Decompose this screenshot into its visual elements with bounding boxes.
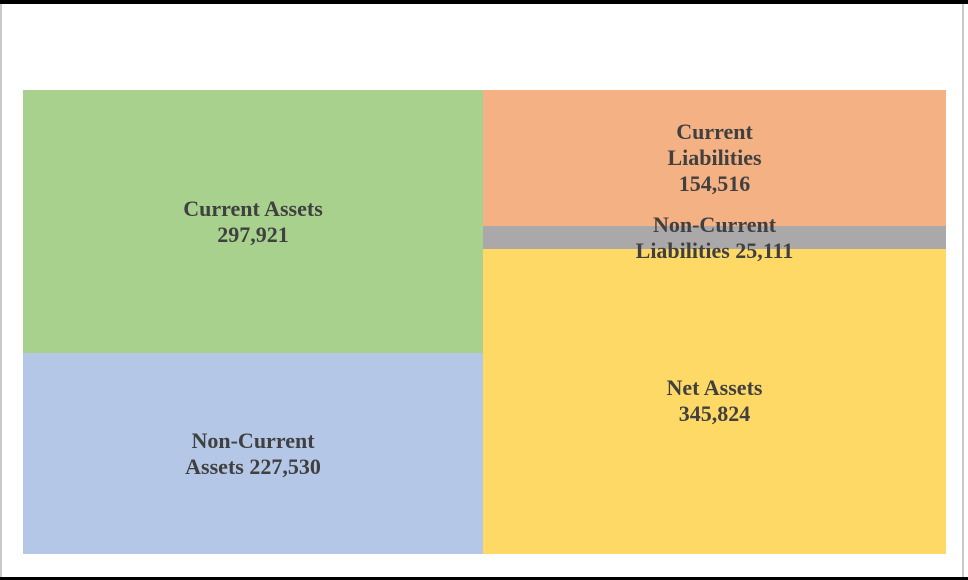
- non-current-liabilities-block: Non-Current Liabilities 25,111: [483, 212, 946, 263]
- net-assets-value: 345,824: [678, 401, 751, 427]
- non-current-liabilities-label-line1: Non-Current: [652, 211, 777, 237]
- net-assets-label-line1: Net Assets: [666, 375, 763, 401]
- non-current-liabilities-label: Non-Current Liabilities 25,111: [483, 212, 946, 264]
- assets-column: Current Assets 297,921 Non-Current Asset…: [23, 90, 484, 554]
- non-current-assets-label-line1: Non-Current: [191, 427, 315, 453]
- current-assets-label: Current Assets 297,921: [23, 196, 483, 248]
- frame-left-border: [0, 4, 2, 577]
- frame-bottom-border: [0, 577, 968, 580]
- current-liabilities-label-line2: Liabilities: [667, 145, 762, 171]
- balance-sheet-mosaic-chart: Current Assets 297,921 Non-Current Asset…: [23, 90, 946, 554]
- current-liabilities-label-line1: Current: [676, 119, 753, 145]
- frame-top-border: [0, 0, 968, 4]
- current-liabilities-block: Current Liabilities 154,516: [483, 90, 946, 227]
- non-current-assets-value: Assets 227,530: [185, 453, 321, 479]
- non-current-assets-block: Non-Current Assets 227,530: [23, 353, 484, 554]
- current-assets-label-line1: Current Assets: [183, 195, 323, 221]
- current-assets-value: 297,921: [217, 221, 289, 247]
- current-liabilities-value: 154,516: [678, 171, 751, 197]
- net-assets-block: Net Assets 345,824: [483, 248, 946, 554]
- current-assets-block: Current Assets 297,921: [23, 90, 484, 354]
- net-assets-label: Net Assets 345,824: [483, 375, 946, 427]
- current-liabilities-label: Current Liabilities 154,516: [483, 119, 946, 197]
- non-current-assets-label: Non-Current Assets 227,530: [23, 428, 483, 480]
- non-current-liabilities-value: Liabilities 25,111: [635, 237, 794, 263]
- frame-right-border: [962, 4, 964, 577]
- liabilities-equity-column: Current Liabilities 154,516 Non-Current …: [483, 90, 946, 554]
